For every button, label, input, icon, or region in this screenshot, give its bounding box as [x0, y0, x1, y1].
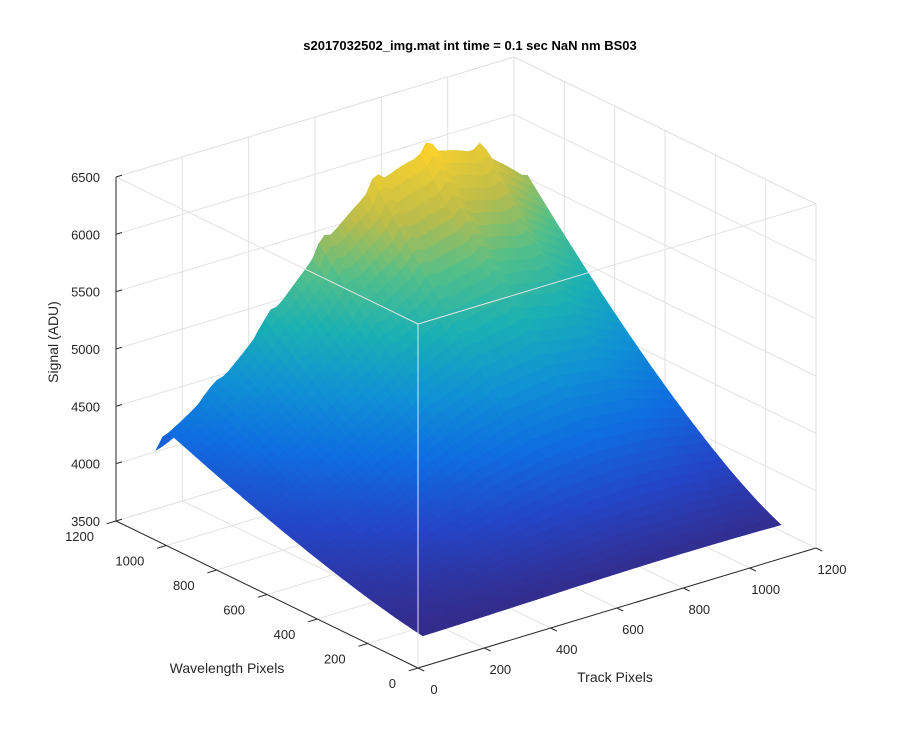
top-back-edge — [115, 56, 515, 178]
z-tick-mark — [115, 346, 123, 350]
x-tick-mark — [815, 547, 823, 552]
y-tick-mark — [408, 667, 419, 672]
z-tick-mark — [115, 461, 123, 465]
top-right-edge — [513, 56, 817, 205]
x-tick-mark — [550, 627, 558, 632]
x-tick-label: 800 — [688, 602, 710, 617]
z-tick-label: 6000 — [71, 227, 100, 242]
y-tick-label: 600 — [223, 603, 245, 618]
z-tick-label: 5500 — [71, 285, 100, 300]
x-tick-mark — [749, 567, 757, 572]
y-tick-label: 200 — [324, 652, 346, 667]
z-axis-label: Signal (ADU) — [45, 301, 61, 383]
y-tick-label: 400 — [274, 627, 296, 642]
z-tick-mark — [115, 289, 123, 293]
tick-marks — [106, 174, 823, 672]
y-tick-mark — [257, 594, 268, 598]
x-tick-label: 200 — [489, 662, 511, 677]
y-tick-label: 1200 — [65, 529, 94, 544]
x-tick-label: 1000 — [751, 582, 780, 597]
x-tick-mark — [484, 647, 491, 652]
y-tick-mark — [106, 520, 117, 525]
y-tick-mark — [307, 618, 318, 623]
z-tick-mark — [115, 232, 123, 235]
y-axis-label: Wavelength Pixels — [170, 660, 285, 676]
y-tick-label: 1000 — [115, 554, 144, 569]
grid-line-z-right — [513, 113, 817, 262]
top-front-edge — [417, 203, 817, 325]
surface-mesh — [155, 142, 782, 637]
z-tick-label: 4000 — [71, 457, 100, 472]
y-tick-mark — [156, 545, 167, 549]
grid-line-z-back — [115, 113, 515, 235]
chart-title: s2017032502_img.mat int time = 0.1 sec N… — [303, 38, 637, 53]
y-tick-mark — [358, 643, 368, 647]
x-tick-label: 1200 — [818, 562, 847, 577]
z-tick-mark — [115, 518, 123, 522]
top-left-edge — [115, 176, 419, 325]
z-tick-label: 5000 — [71, 342, 100, 357]
x-tick-mark — [616, 607, 624, 612]
y-tick-label: 800 — [173, 578, 195, 593]
x-tick-label: 600 — [622, 622, 644, 637]
x-tick-label: 400 — [556, 642, 578, 657]
z-tick-label: 3500 — [71, 514, 100, 529]
x-tick-mark — [417, 667, 425, 672]
z-tick-label: 4500 — [71, 399, 100, 414]
z-tick-mark — [115, 174, 123, 178]
z-tick-mark — [115, 404, 123, 407]
z-tick-label: 6500 — [71, 170, 100, 185]
x-axis-label: Track Pixels — [577, 669, 653, 685]
tick-labels: 0 200 400 600 800 1000 1200 0 200 400 600 800 1000 12… — [65, 170, 846, 697]
y-tick-label: 0 — [389, 676, 396, 691]
grid-line-z-right — [513, 171, 817, 320]
x-tick-mark — [683, 587, 690, 592]
x-tick-label: 0 — [430, 682, 437, 697]
y-tick-mark — [207, 569, 217, 574]
